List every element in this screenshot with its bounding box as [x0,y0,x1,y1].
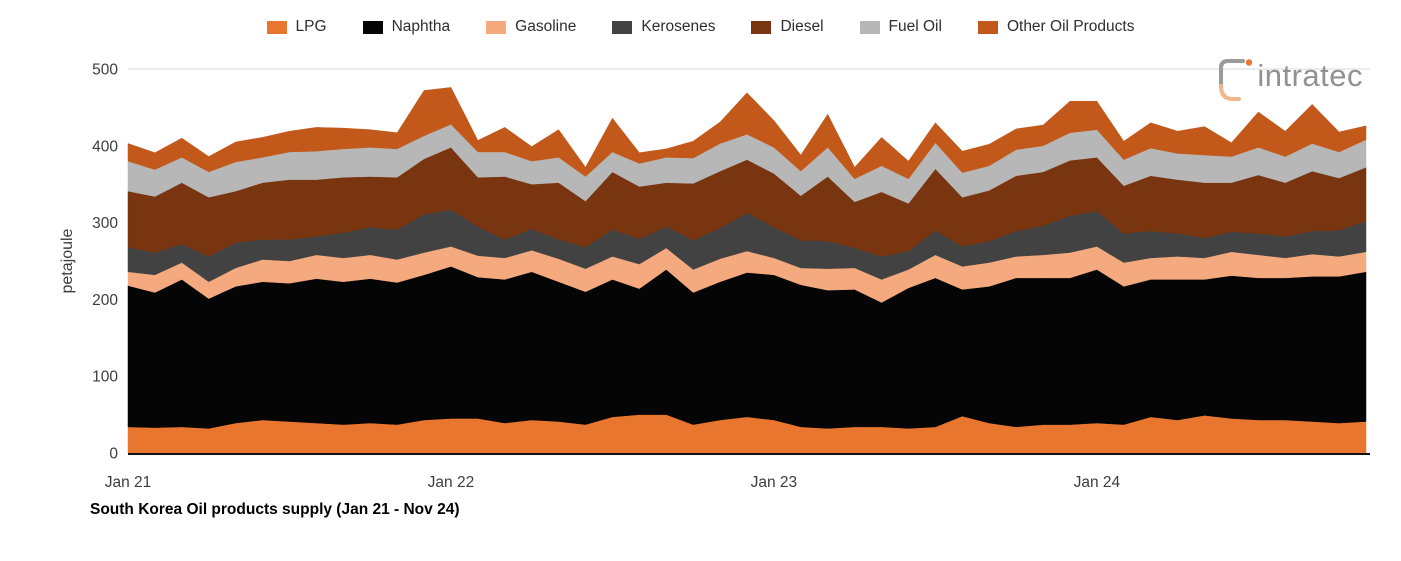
y-tick-0: 0 [109,446,118,463]
legend-label-diesel: Diesel [780,18,824,35]
x-tick-jan-24: Jan 24 [1074,474,1121,491]
legend-swatch-naphtha [362,20,383,34]
legend-item-fuel-oil: Fuel Oil [859,18,942,36]
y-axis-label: petajoule [59,228,76,293]
intratec-logo-text: intratec [1257,58,1363,93]
legend-swatch-gasoline [486,20,507,34]
legend-swatch-lpg [266,20,287,34]
y-tick-400: 400 [92,138,118,155]
legend-label-kerosenes: Kerosenes [641,18,716,35]
legend-swatch-kerosenes [612,20,633,34]
legend-label-fuel-oil: Fuel Oil [888,18,942,35]
legend-swatch-fuel-oil [859,20,880,34]
intratec-logo-icon [1219,59,1253,101]
x-tick-jan-22: Jan 22 [428,474,475,491]
y-tick-200: 200 [92,292,118,309]
legend-label-other-oil-products: Other Oil Products [1006,18,1135,35]
legend-swatch-other-oil-products [977,20,998,34]
y-tick-500: 500 [92,62,118,79]
legend-item-other-oil-products: Other Oil Products [977,18,1135,36]
legend-item-kerosenes: Kerosenes [612,18,715,36]
intratec-logo: intratec [1213,54,1363,106]
chart-title: South Korea Oil products supply (Jan 21 … [90,501,460,518]
chart-legend: LPG Naphtha Gasoline Kerosenes Diesel Fuel Oi… [0,18,1401,36]
y-tick-100: 100 [92,369,118,386]
area-naphtha [127,266,1367,429]
legend-label-naphtha: Naphtha [391,18,451,35]
legend-item-naphtha: Naphtha [362,18,451,36]
legend-item-diesel: Diesel [751,18,824,36]
legend-item-lpg: LPG [266,18,327,36]
legend-swatch-diesel [751,20,772,34]
legend-label-lpg: LPG [295,18,327,35]
legend-label-gasoline: Gasoline [515,18,577,35]
area-other-oil-products [127,87,1367,180]
y-tick-300: 300 [92,215,118,232]
legend-item-gasoline: Gasoline [486,18,576,36]
x-tick-jan-21: Jan 21 [105,474,152,491]
x-tick-jan-23: Jan 23 [751,474,798,491]
